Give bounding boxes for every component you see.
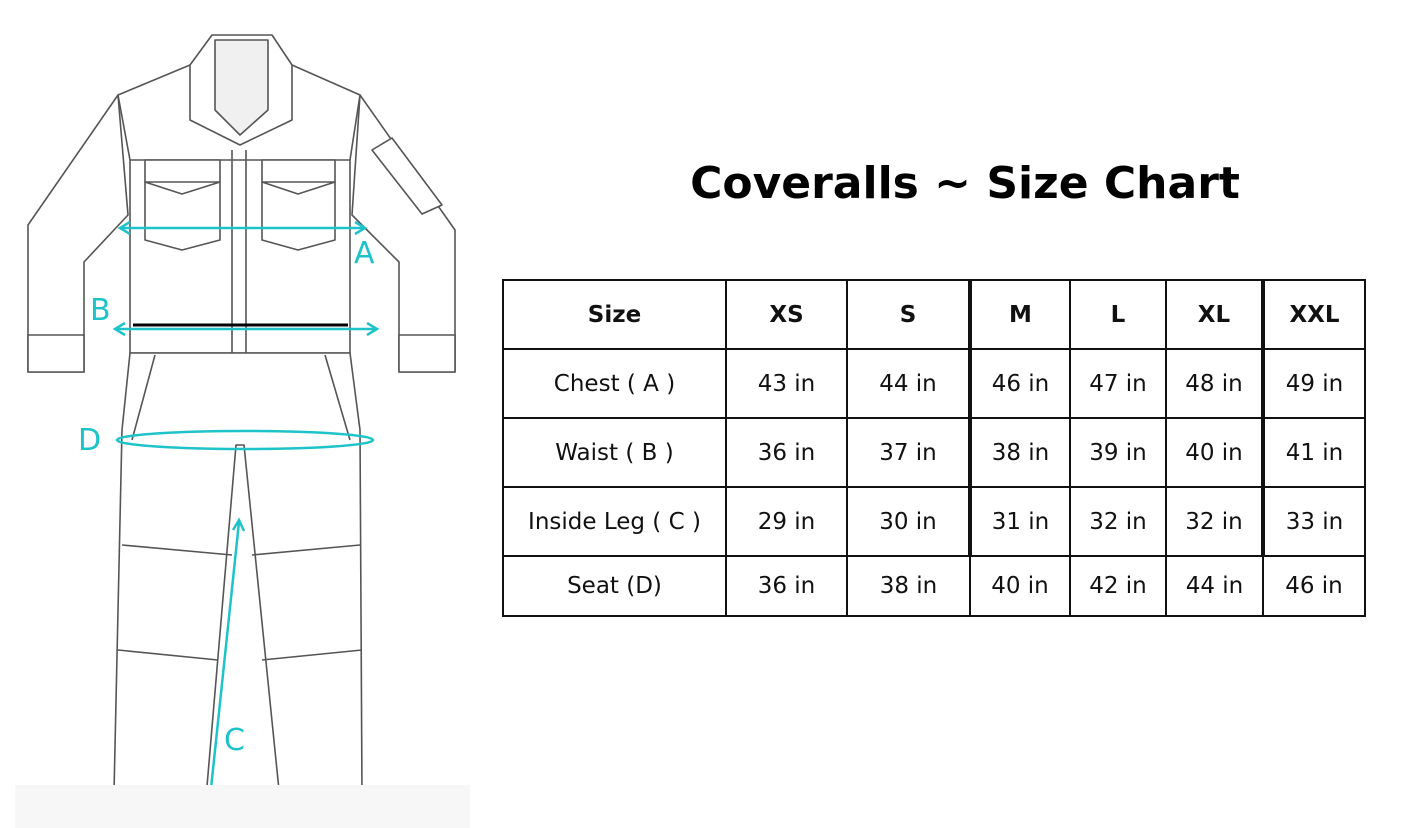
cell: 30 in [846, 486, 971, 557]
cell: 33 in [1261, 486, 1366, 557]
page-title: Coveralls ~ Size Chart [690, 158, 1240, 209]
table-header-row: Size XS S M L XL XXL [502, 279, 1366, 350]
header-s: S [846, 279, 971, 350]
cell: 37 in [846, 417, 971, 488]
label-a: A [354, 236, 375, 271]
cell: 32 in [1069, 486, 1167, 557]
cell: 40 in [969, 555, 1071, 617]
cell: 47 in [1069, 348, 1167, 419]
cell: 48 in [1165, 348, 1264, 419]
row-label: Seat (D) [502, 555, 727, 617]
label-d: D [78, 423, 101, 458]
cell: 41 in [1261, 417, 1366, 488]
label-c: C [224, 723, 245, 758]
header-xl: XL [1165, 279, 1264, 350]
trousers [113, 352, 363, 801]
cell: 44 in [1165, 555, 1264, 617]
inside-leg-measure-line [208, 521, 241, 799]
cell: 49 in [1261, 348, 1366, 419]
header-l: L [1069, 279, 1167, 350]
cell: 42 in [1069, 555, 1167, 617]
row-label: Waist ( B ) [502, 417, 727, 488]
header-xs: XS [725, 279, 848, 350]
size-table: Size XS S M L XL XXL Chest ( A ) 43 in 4… [502, 279, 1366, 617]
cell: 32 in [1165, 486, 1264, 557]
cell: 46 in [1262, 555, 1366, 617]
table-row: Inside Leg ( C ) 29 in 30 in 31 in 32 in… [502, 486, 1366, 557]
cell: 36 in [725, 417, 848, 488]
cell: 39 in [1069, 417, 1167, 488]
row-label: Inside Leg ( C ) [502, 486, 727, 557]
cell: 29 in [725, 486, 848, 557]
table-row: Waist ( B ) 36 in 37 in 38 in 39 in 40 i… [502, 417, 1366, 488]
header-xxl: XXL [1261, 279, 1366, 350]
right-sleeve [351, 94, 456, 373]
header-m: M [968, 279, 1071, 350]
cell: 38 in [846, 555, 971, 617]
row-label: Chest ( A ) [502, 348, 727, 419]
cell: 43 in [725, 348, 848, 419]
cell: 44 in [846, 348, 971, 419]
left-sleeve [27, 94, 129, 373]
cell: 31 in [968, 486, 1071, 557]
table-row: Chest ( A ) 43 in 44 in 46 in 47 in 48 i… [502, 348, 1366, 419]
cell: 46 in [968, 348, 1071, 419]
label-b: B [90, 293, 111, 328]
cell: 40 in [1165, 417, 1264, 488]
header-size: Size [502, 279, 727, 350]
cell: 38 in [968, 417, 1071, 488]
table-row: Seat (D) 36 in 38 in 40 in 42 in 44 in 4… [502, 555, 1366, 617]
seat-measure-line [115, 429, 375, 451]
cell: 36 in [725, 555, 848, 617]
coverall-illustration: A B C D [15, 34, 470, 828]
